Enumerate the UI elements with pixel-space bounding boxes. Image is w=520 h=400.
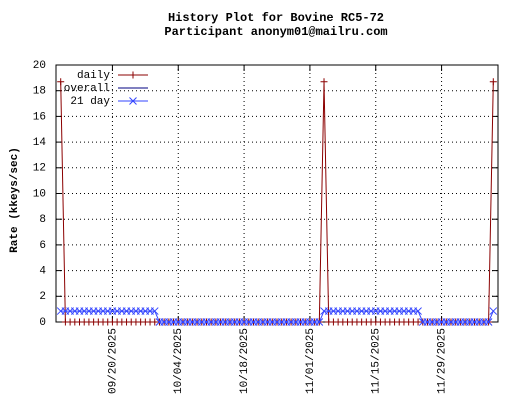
marker [129,97,137,105]
y-tick-label: 20 [33,60,46,72]
y-tick-label: 8 [39,214,46,226]
y-tick-label: 16 [33,111,46,123]
y-tick-label: 6 [39,240,46,252]
marker [489,307,498,315]
marker [129,71,137,79]
legend-label: 21 day [70,96,110,108]
x-tick-label: 11/29/2025 [436,328,448,394]
marker [489,78,497,86]
marker [320,78,328,86]
y-tick-label: 14 [33,137,47,149]
marker [315,318,324,326]
marker [414,307,422,315]
y-tick-label: 10 [33,188,46,200]
x-tick-label: 11/01/2025 [305,328,317,394]
y-tick-label: 0 [39,317,46,329]
y-axis-label: Rate (kkeys/sec) [9,147,21,253]
x-tick-label: 10/18/2025 [239,328,251,394]
legend-label: overall [64,83,110,95]
chart-title: History Plot for Bovine RC5-72 [168,11,384,25]
y-tick-label: 2 [39,291,46,303]
y-tick-label: 4 [39,266,46,278]
y-tick-label: 12 [33,163,46,175]
x-tick-label: 11/15/2025 [371,328,383,394]
y-tick-label: 18 [33,86,46,98]
legend-label: daily [77,70,110,82]
marker [57,78,65,86]
marker [150,307,159,315]
marker [484,318,493,326]
chart-subtitle: Participant anonym01@mailru.com [164,25,387,39]
x-tick-label: 09/20/2025 [107,328,119,394]
x-tick-label: 10/04/2025 [173,328,185,394]
